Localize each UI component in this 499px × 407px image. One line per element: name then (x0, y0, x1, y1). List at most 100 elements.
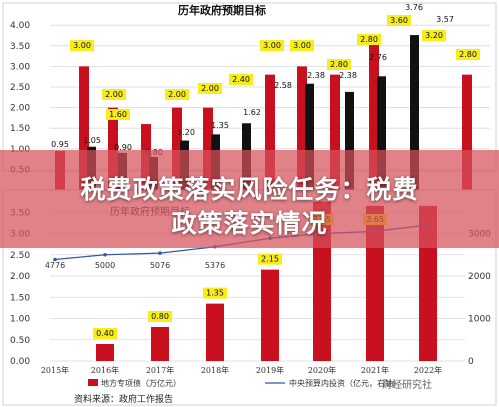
upper-label-box (387, 15, 411, 26)
upper-y-tick-label: 3.50 (10, 42, 30, 52)
upper-value-label: 2.40 (232, 75, 250, 84)
upper-value-label: 2.38 (339, 71, 357, 80)
upper-red-bar (369, 41, 379, 191)
lower-x-tick-label: 2018年 (201, 365, 229, 375)
upper-value-label: 2.00 (201, 84, 219, 93)
legend-label-red: 地方专项债（万亿元） (101, 378, 181, 388)
upper-value-label: 2.00 (168, 90, 186, 99)
lower-label-box (203, 287, 227, 299)
upper-black-bar (410, 35, 419, 191)
lower-y-tick-label: 2.00 (10, 272, 30, 282)
lower-label-box (148, 311, 172, 322)
upper-label-box (260, 40, 284, 51)
lower-line-label: 5376 (205, 261, 225, 270)
upper-y-tick-label: 2.50 (10, 83, 30, 93)
lower-y-tick-label: 1.00 (10, 315, 30, 325)
upper-black-bar (345, 91, 354, 190)
lower-red-bar (96, 344, 114, 361)
lower-right-tick-label: 1000 (468, 315, 491, 325)
upper-red-bar (79, 66, 89, 190)
lower-label-box (258, 253, 282, 265)
upper-label-box (106, 109, 130, 120)
lower-right-tick-label: 2000 (468, 272, 491, 282)
upper-value-label: 3.00 (73, 41, 91, 50)
upper-label-box (456, 49, 480, 60)
title-banner: 税费政策落实风险任务：税费 政策落实情况 (0, 150, 499, 248)
lower-y-tick-label: 1.50 (10, 293, 30, 303)
source-note: 资料来源：政府工作报告 (74, 395, 174, 405)
upper-red-bar (172, 107, 182, 190)
upper-value-label: 3.76 (405, 3, 423, 12)
lower-right-tick-label: 0 (468, 357, 474, 367)
upper-red-bar (297, 66, 307, 190)
lower-line-label: 5000 (95, 261, 115, 270)
upper-value-label: 3.57 (436, 15, 454, 24)
upper-red-bar (108, 107, 118, 190)
banner-line-2: 政策落实情况 (171, 209, 328, 238)
upper-label-box (422, 30, 446, 41)
upper-red-bar (203, 107, 213, 190)
lower-x-tick-label: 2015年 (41, 365, 69, 375)
legend-swatch-red (88, 379, 98, 386)
upper-red-bar (265, 74, 275, 190)
upper-red-bar (462, 74, 472, 190)
upper-label-box (327, 59, 351, 70)
upper-red-bar (330, 74, 340, 190)
lower-x-tick-label: 2022年 (414, 365, 442, 375)
upper-value-label: 1.20 (177, 128, 195, 137)
lower-line-label: 4776 (45, 261, 65, 270)
upper-value-label: 3.00 (293, 41, 311, 50)
upper-label-box (102, 89, 126, 100)
upper-value-label: 2.80 (360, 35, 378, 44)
legend-label-line: 中央预算内投资（亿元，右轴） (289, 378, 401, 388)
upper-value-label: 1.60 (109, 110, 127, 119)
lower-y-tick-label: 0.00 (10, 357, 30, 367)
lower-x-tick-label: 2020年 (308, 365, 336, 375)
upper-label-box (70, 40, 94, 51)
upper-value-label: 2.80 (330, 60, 348, 69)
upper-value-label: 0.90 (114, 143, 132, 152)
upper-value-label: 3.00 (263, 41, 281, 50)
upper-y-tick-label: 4.00 (10, 21, 30, 31)
upper-chart-title: 历年政府预期目标 (178, 3, 266, 17)
upper-value-label: 3.60 (390, 16, 408, 25)
lower-x-tick-label: 2021年 (361, 365, 389, 375)
lower-y-tick-label: 2.50 (10, 251, 30, 261)
upper-y-tick-label: 3.00 (10, 62, 30, 72)
lower-value-label: 1.35 (206, 289, 224, 298)
banner-line-1: 税费政策落实风险任务：税费 (80, 175, 419, 204)
lower-label-box (93, 328, 117, 339)
lower-red-bar (261, 269, 279, 361)
lower-x-tick-label: 2016年 (91, 365, 119, 375)
lower-y-tick-label: 0.50 (10, 336, 30, 346)
upper-value-label: 0.95 (51, 140, 69, 149)
upper-value-label: 2.80 (459, 50, 477, 59)
upper-label-box (229, 74, 253, 85)
upper-y-tick-label: 1.50 (10, 124, 30, 134)
lower-value-label: 0.40 (96, 329, 114, 338)
upper-value-label: 2.38 (307, 71, 325, 80)
upper-label-box (198, 83, 222, 94)
upper-label-box (165, 89, 189, 100)
upper-y-tick-label: 2.00 (10, 104, 30, 114)
upper-label-box (357, 34, 381, 45)
upper-value-label: 3.20 (425, 31, 443, 40)
lower-line-point (158, 251, 162, 255)
lower-value-label: 2.15 (261, 255, 279, 264)
lower-x-tick-label: 2017年 (146, 365, 174, 375)
upper-label-box (290, 40, 314, 51)
upper-black-bar (377, 76, 386, 190)
lower-line-label: 5076 (150, 261, 170, 270)
upper-value-label: 1.35 (211, 121, 229, 130)
upper-black-bar (305, 83, 314, 190)
upper-value-label: 2.58 (274, 81, 292, 90)
lower-value-label: 0.80 (151, 312, 169, 321)
upper-y-tick-label: 1.00 (10, 145, 30, 155)
lower-red-bar (151, 327, 169, 361)
lower-line-point (103, 252, 107, 257)
watermark: 财经研究社 (382, 380, 432, 391)
lower-line-point (53, 257, 57, 262)
lower-x-tick-label: 2019年 (256, 365, 284, 375)
upper-value-label: 1.62 (243, 108, 261, 117)
